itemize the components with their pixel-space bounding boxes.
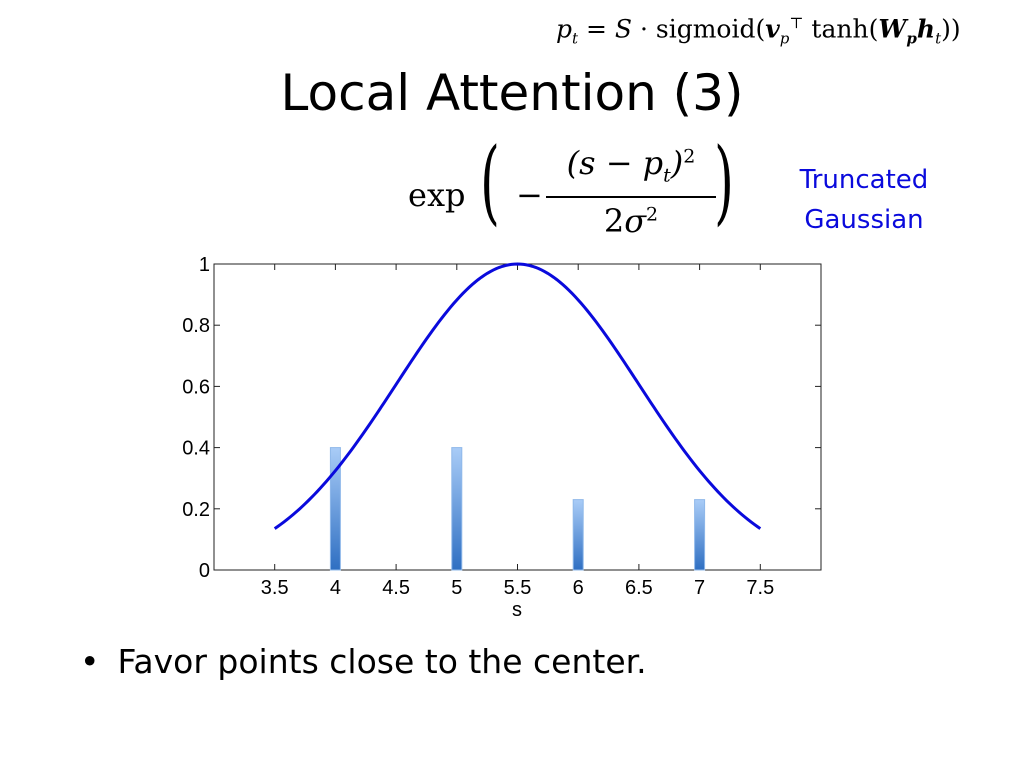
y-tick-label: 0.2 bbox=[182, 499, 210, 521]
bullet-item: • Favor points close to the center. bbox=[80, 642, 647, 681]
bar-s-5 bbox=[451, 447, 463, 571]
y-tick-label: 0.4 bbox=[182, 438, 210, 460]
annotation-truncated-gaussian: Truncated Gaussian bbox=[784, 160, 944, 240]
y-tick-label: 1 bbox=[199, 254, 210, 276]
annotation-line-2: Gaussian bbox=[804, 205, 924, 235]
plot-frame bbox=[213, 263, 822, 571]
x-tick-label: 5.5 bbox=[504, 577, 532, 599]
bar-s-4 bbox=[329, 447, 341, 571]
annotation-line-1: Truncated bbox=[799, 165, 929, 195]
x-tick-label: 7.5 bbox=[746, 577, 774, 599]
x-tick-label: 6.5 bbox=[625, 577, 653, 599]
x-tick-label: 3.5 bbox=[261, 577, 289, 599]
y-tick-label: 0.8 bbox=[182, 315, 210, 337]
bullet-text: Favor points close to the center. bbox=[117, 642, 647, 681]
formula-position: pt = S · sigmoid(vp⊤ tanh(Wpht)) bbox=[556, 14, 961, 48]
bar-s-7 bbox=[694, 499, 706, 571]
y-tick-label: 0 bbox=[199, 560, 210, 582]
bar-s-6 bbox=[572, 499, 584, 571]
x-tick-label: 4 bbox=[330, 577, 341, 599]
x-tick-label: 5 bbox=[451, 577, 462, 599]
formula-gaussian: exp ( − (s − pt)2 2σ2 ) bbox=[408, 128, 734, 241]
x-tick-label: 6 bbox=[573, 577, 584, 599]
x-axis-label: s bbox=[512, 599, 522, 621]
x-tick-label: 7 bbox=[694, 577, 705, 599]
gaussian-curve bbox=[273, 262, 762, 530]
y-tick-label: 0.6 bbox=[182, 376, 210, 398]
gaussian-chart: 0 0.2 0.4 0.6 0.8 1 3.5 4 4.5 5 5.5 6 6.5 7 7.5 s bbox=[182, 254, 822, 621]
slide-title: Local Attention (3) bbox=[280, 64, 744, 122]
x-tick-label: 4.5 bbox=[382, 577, 410, 599]
